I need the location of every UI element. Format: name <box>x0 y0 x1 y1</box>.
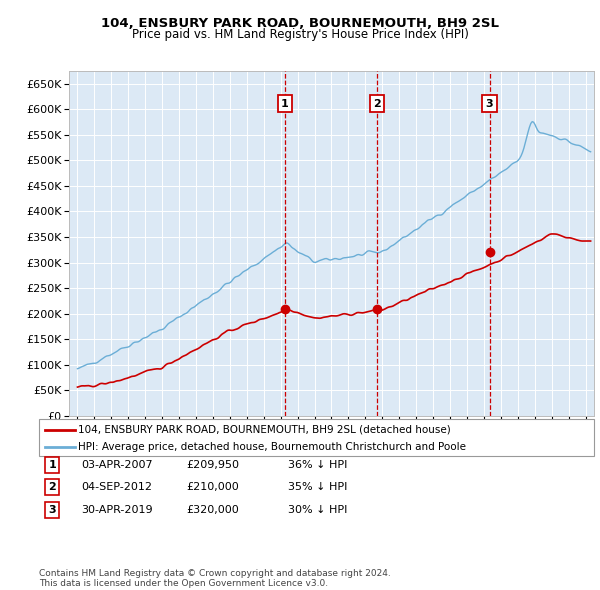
Text: 104, ENSBURY PARK ROAD, BOURNEMOUTH, BH9 2SL: 104, ENSBURY PARK ROAD, BOURNEMOUTH, BH9… <box>101 17 499 30</box>
Text: £210,000: £210,000 <box>186 483 239 492</box>
Text: 30% ↓ HPI: 30% ↓ HPI <box>288 505 347 514</box>
Text: 1: 1 <box>281 99 289 109</box>
Text: 3: 3 <box>49 505 56 514</box>
Text: 04-SEP-2012: 04-SEP-2012 <box>81 483 152 492</box>
Text: 03-APR-2007: 03-APR-2007 <box>81 460 152 470</box>
Text: 35% ↓ HPI: 35% ↓ HPI <box>288 483 347 492</box>
Text: 1: 1 <box>49 460 56 470</box>
Text: 36% ↓ HPI: 36% ↓ HPI <box>288 460 347 470</box>
Text: Price paid vs. HM Land Registry's House Price Index (HPI): Price paid vs. HM Land Registry's House … <box>131 28 469 41</box>
Text: 3: 3 <box>485 99 493 109</box>
Text: £209,950: £209,950 <box>186 460 239 470</box>
Text: Contains HM Land Registry data © Crown copyright and database right 2024.
This d: Contains HM Land Registry data © Crown c… <box>39 569 391 588</box>
Text: 2: 2 <box>49 483 56 492</box>
Text: 104, ENSBURY PARK ROAD, BOURNEMOUTH, BH9 2SL (detached house): 104, ENSBURY PARK ROAD, BOURNEMOUTH, BH9… <box>78 425 451 435</box>
Text: 30-APR-2019: 30-APR-2019 <box>81 505 152 514</box>
Text: £320,000: £320,000 <box>186 505 239 514</box>
Text: 2: 2 <box>373 99 380 109</box>
Text: HPI: Average price, detached house, Bournemouth Christchurch and Poole: HPI: Average price, detached house, Bour… <box>78 441 466 451</box>
